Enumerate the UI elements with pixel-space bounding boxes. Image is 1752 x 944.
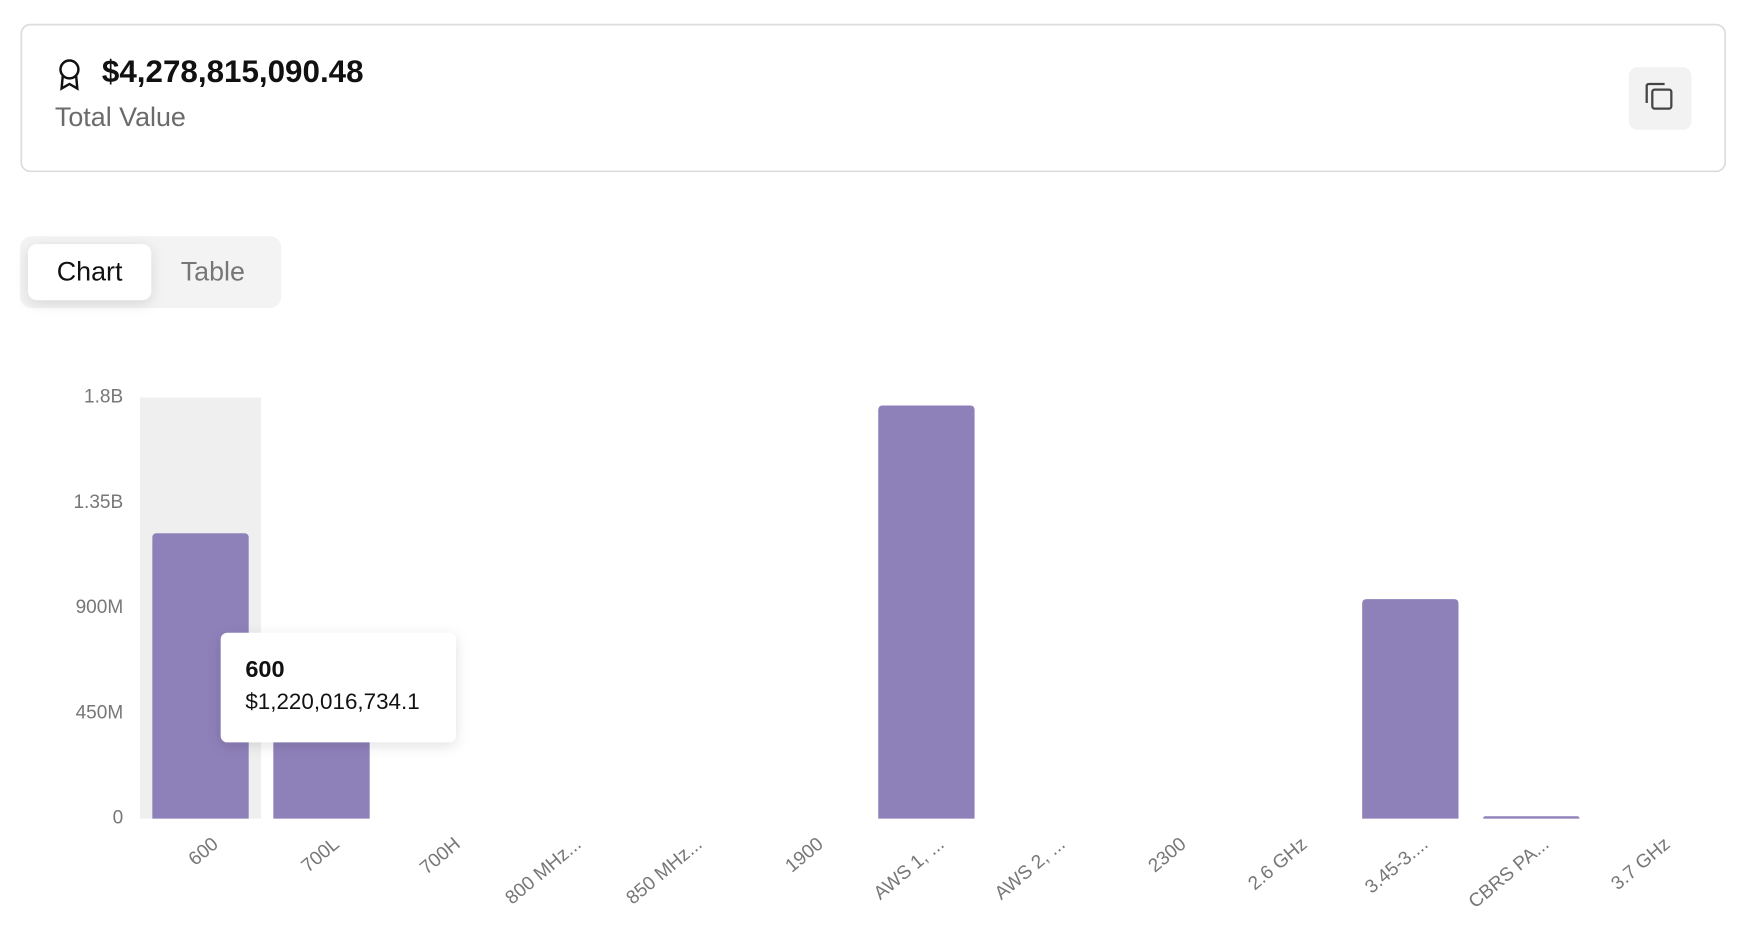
- total-value: $4,278,815,090.48: [102, 54, 364, 89]
- x-tick-label: 2300: [1145, 834, 1191, 877]
- total-label: Total Value: [55, 102, 186, 132]
- x-tick-label: CBRS PA...: [1465, 834, 1554, 913]
- award-icon: [59, 59, 80, 91]
- x-tick-label: AWS 1, ...: [870, 834, 949, 905]
- x-tick-label: 3.45-3....: [1361, 834, 1432, 898]
- y-tick-label: 900M: [76, 597, 124, 618]
- x-tick-label: 600: [185, 834, 223, 870]
- bar: [1483, 816, 1580, 819]
- tooltip-title: 600: [245, 656, 284, 682]
- x-tick-label: 700L: [298, 834, 344, 877]
- y-tick-label: 0: [113, 808, 124, 829]
- x-tick-label: 1900: [782, 834, 828, 877]
- x-tick-label: 2.6 GHz: [1244, 834, 1311, 895]
- copy-button[interactable]: [1628, 67, 1692, 130]
- bar: [1362, 599, 1459, 819]
- x-tick-label: 700H: [416, 834, 464, 879]
- y-tick-label: 1.35B: [73, 492, 123, 513]
- tab-table[interactable]: Table: [181, 256, 245, 286]
- bar: [152, 533, 249, 819]
- tooltip-box: [220, 632, 456, 743]
- x-tick-label: AWS 2, ...: [991, 834, 1070, 905]
- summary-card: [20, 23, 1726, 173]
- tab-chart[interactable]: Chart: [57, 256, 123, 286]
- x-tick-label: 800 MHz...: [502, 834, 586, 909]
- y-tick-label: 1.8B: [84, 387, 123, 408]
- x-tick-label: 3.7 GHz: [1607, 834, 1674, 895]
- active-tab[interactable]: [28, 244, 152, 301]
- x-tick-label: 850 MHz...: [623, 834, 707, 909]
- bar: [878, 405, 975, 819]
- tooltip-value: $1,220,016,734.1: [245, 689, 419, 714]
- tooltip: 600 $1,220,016,734.1: [220, 632, 456, 743]
- y-tick-label: 450M: [76, 702, 124, 723]
- bar: [273, 737, 370, 819]
